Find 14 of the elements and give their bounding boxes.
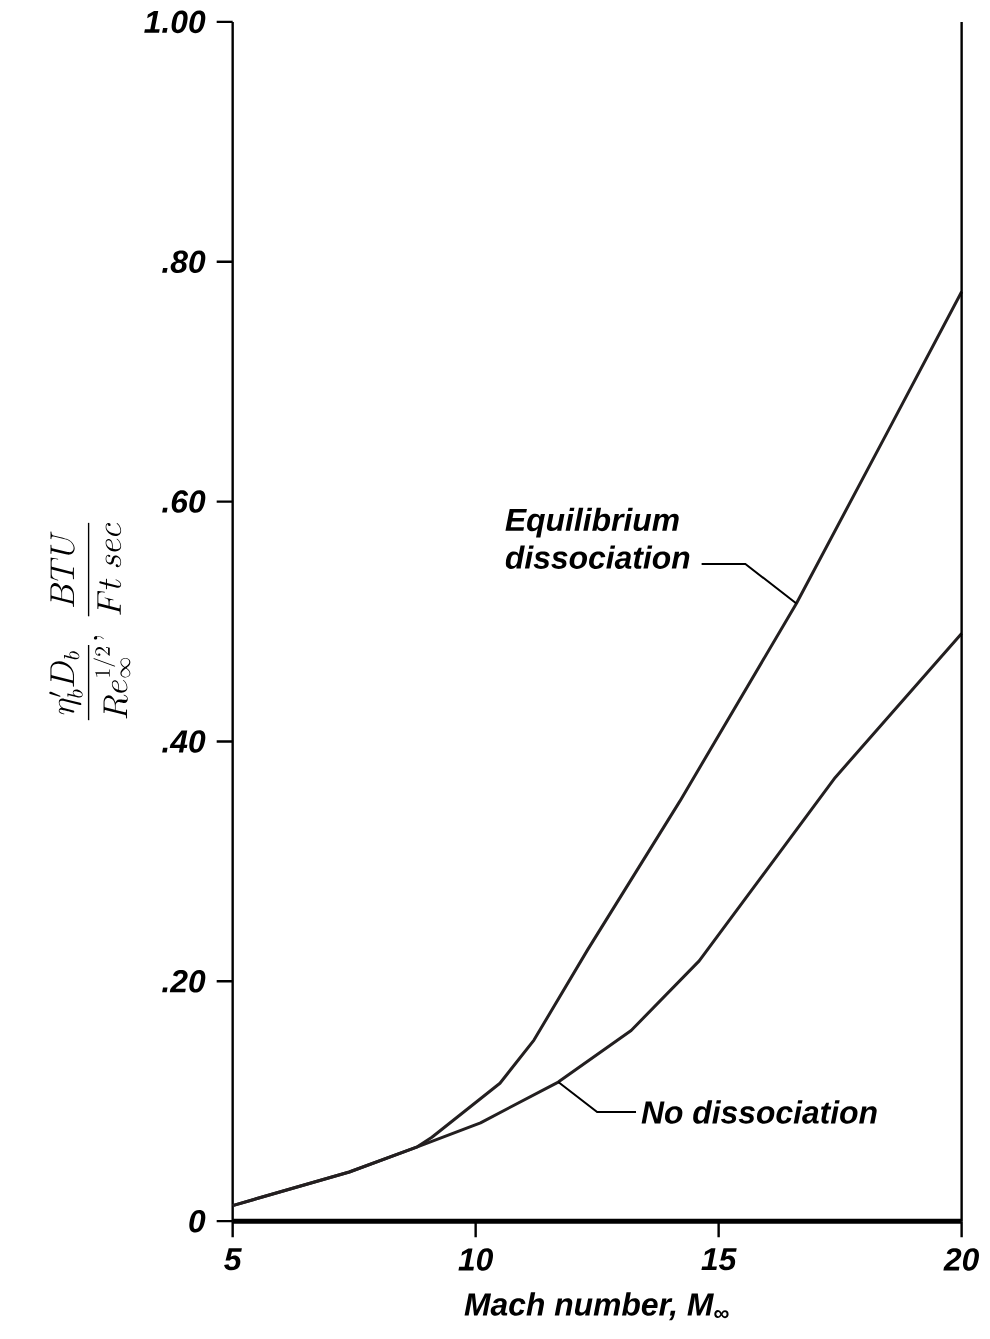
annotation: No dissociation bbox=[641, 1100, 877, 1124]
x-tick-label: 20 bbox=[943, 1248, 980, 1271]
x-tick-label: 10 bbox=[458, 1248, 494, 1271]
x-axis-title: Mach number, M$_{∞}$ bbox=[464, 1292, 729, 1321]
y-tick-label: .60 bbox=[162, 490, 206, 513]
y-tick-label: .20 bbox=[162, 970, 206, 993]
x-tick-label: 5 bbox=[224, 1248, 242, 1271]
y-tick-label: .80 bbox=[162, 250, 206, 274]
y-tick-label: .40 bbox=[162, 730, 206, 753]
y-tick-label: 0 bbox=[189, 1209, 206, 1233]
annotation: Equilibrium dissociation bbox=[505, 507, 690, 569]
x-tick-label: 15 bbox=[701, 1248, 737, 1271]
y-tick-label: 1.00 bbox=[144, 10, 206, 34]
y-axis-title: $\frac{\eta'_b D_b}{Re_\infty^{1/2}},\ \frac{BTU}{Ft\ sec}$ bbox=[49, 522, 131, 721]
